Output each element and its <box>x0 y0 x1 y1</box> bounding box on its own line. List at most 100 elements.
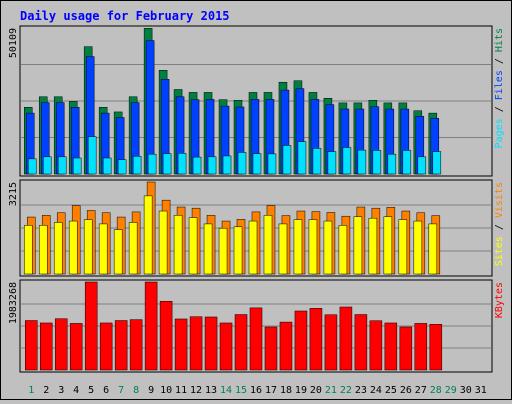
kbytes-bar-kbytes <box>429 324 443 371</box>
visits-sites-bar-sites <box>128 222 138 275</box>
pages-files-hits-bar-pages <box>312 148 322 175</box>
pages-files-hits-bar-pages <box>132 155 142 175</box>
kbytes-bar-kbytes <box>324 314 338 371</box>
pages-files-hits-bar-pages <box>87 136 97 175</box>
day-tick-label: 26 <box>400 385 412 396</box>
pages-files-hits-bar-pages <box>372 150 382 175</box>
visits-sites-bar-sites <box>383 216 393 275</box>
pages-files-hits-legend: Pages / Files / Hits <box>494 28 505 148</box>
pages-files-hits-bar-pages <box>57 156 67 175</box>
pages-files-hits-bar-pages <box>432 151 442 175</box>
visits-sites-bar-sites <box>428 223 438 275</box>
kbytes-max-label: 1983268 <box>8 282 19 324</box>
day-tick-label: 27 <box>415 385 427 396</box>
visits-sites-bar-sites <box>413 220 423 275</box>
pages-files-hits-legend-files: Files <box>494 70 505 100</box>
visits-sites-bar-sites <box>158 210 168 275</box>
visits-sites-bar-sites <box>53 222 63 275</box>
pages-files-hits-bar-pages <box>417 156 427 175</box>
kbytes-bar-kbytes <box>84 281 98 371</box>
kbytes-bar-kbytes <box>39 322 53 371</box>
chart-marks <box>23 28 443 371</box>
day-tick-label: 16 <box>250 385 262 396</box>
pages-files-hits-bar-pages <box>27 158 37 175</box>
visits-sites-bar-sites <box>188 217 198 275</box>
kbytes-bar-kbytes <box>309 308 323 371</box>
kbytes-legend: KBytes <box>494 282 505 318</box>
pages-files-hits-bar-pages <box>162 153 172 175</box>
pages-files-hits-legend-separator: / <box>494 100 505 118</box>
visits-sites-legend-sites: Sites <box>494 236 505 266</box>
visits-sites-bar-sites <box>398 219 408 275</box>
kbytes-bar-kbytes <box>294 310 308 371</box>
day-tick-label: 7 <box>118 385 124 396</box>
visits-sites-bar-sites <box>368 217 378 275</box>
visits-sites-bar-sites <box>218 227 228 275</box>
kbytes-bar-kbytes <box>264 326 278 371</box>
pages-files-hits-bar-pages <box>342 147 352 175</box>
kbytes-bar-kbytes <box>174 318 188 371</box>
visits-sites-bar-sites <box>263 215 273 275</box>
pages-files-hits-bar-pages <box>192 156 202 175</box>
day-tick-label: 11 <box>175 385 187 396</box>
pages-files-hits-bar-pages <box>147 153 157 175</box>
pages-files-hits-bar-pages <box>42 156 52 175</box>
visits-sites-bar-sites <box>203 223 213 275</box>
kbytes-bar-kbytes <box>414 323 428 371</box>
day-tick-label: 5 <box>88 385 94 396</box>
day-tick-label: 9 <box>148 385 154 396</box>
day-tick-label: 30 <box>460 385 472 396</box>
day-tick-label: 15 <box>235 385 247 396</box>
visits-sites-bar-sites <box>338 225 348 275</box>
pages-files-hits-bar-pages <box>72 157 82 175</box>
kbytes-bar-kbytes <box>24 320 38 371</box>
kbytes-bar-kbytes <box>204 316 218 371</box>
kbytes-bar-kbytes <box>354 314 368 371</box>
day-tick-label: 10 <box>160 385 172 396</box>
visits-sites-bar-sites <box>308 219 318 275</box>
pages-files-hits-bar-pages <box>267 153 277 175</box>
visits-sites-bar-sites <box>83 219 93 275</box>
day-tick-label: 8 <box>133 385 139 396</box>
day-tick-label: 20 <box>310 385 322 396</box>
visits-sites-bar-sites <box>68 220 78 275</box>
kbytes-bar-kbytes <box>114 320 128 371</box>
kbytes-bar-kbytes <box>144 281 158 371</box>
visits-sites-bar-sites <box>38 225 48 275</box>
visits-sites-bar-sites <box>23 225 33 275</box>
kbytes-legend-kbytes: KBytes <box>494 282 505 318</box>
kbytes-bar-kbytes <box>69 323 83 371</box>
visits-sites-bar-sites <box>233 226 243 275</box>
kbytes-bar-kbytes <box>234 314 248 371</box>
kbytes-bar-kbytes <box>399 326 413 371</box>
day-tick-label: 2 <box>43 385 49 396</box>
pages-files-hits-legend-pages: Pages <box>494 118 505 148</box>
day-tick-label: 18 <box>280 385 292 396</box>
day-tick-label: 17 <box>265 385 277 396</box>
visits-sites-bar-sites <box>353 216 363 275</box>
kbytes-bar-kbytes <box>339 306 353 371</box>
visits-sites-bar-sites <box>98 223 108 275</box>
day-tick-label: 14 <box>220 385 232 396</box>
chart-title: Daily usage for February 2015 <box>20 9 230 23</box>
visits-sites-bar-sites <box>113 229 123 275</box>
pages-files-hits-bar-pages <box>357 149 367 175</box>
pages-files-hits-bar-pages <box>177 153 187 175</box>
day-tick-label: 4 <box>73 385 79 396</box>
pages-files-hits-bar-pages <box>297 141 307 175</box>
day-tick-label: 19 <box>295 385 307 396</box>
pages-files-hits-legend-separator: / <box>494 52 505 70</box>
kbytes-bar-kbytes <box>384 322 398 371</box>
day-tick-label: 21 <box>325 385 337 396</box>
day-tick-label: 12 <box>190 385 202 396</box>
kbytes-bar-kbytes <box>279 321 293 371</box>
visits-sites-bar-sites <box>278 223 288 275</box>
day-tick-label: 24 <box>370 385 382 396</box>
day-tick-label: 23 <box>355 385 367 396</box>
pages-files-hits-bar-pages <box>282 145 292 175</box>
visits-sites-bar-sites <box>323 220 333 275</box>
day-tick-label: 3 <box>58 385 64 396</box>
kbytes-bar-kbytes <box>369 320 383 371</box>
pages-files-hits-bar-pages <box>207 156 217 175</box>
